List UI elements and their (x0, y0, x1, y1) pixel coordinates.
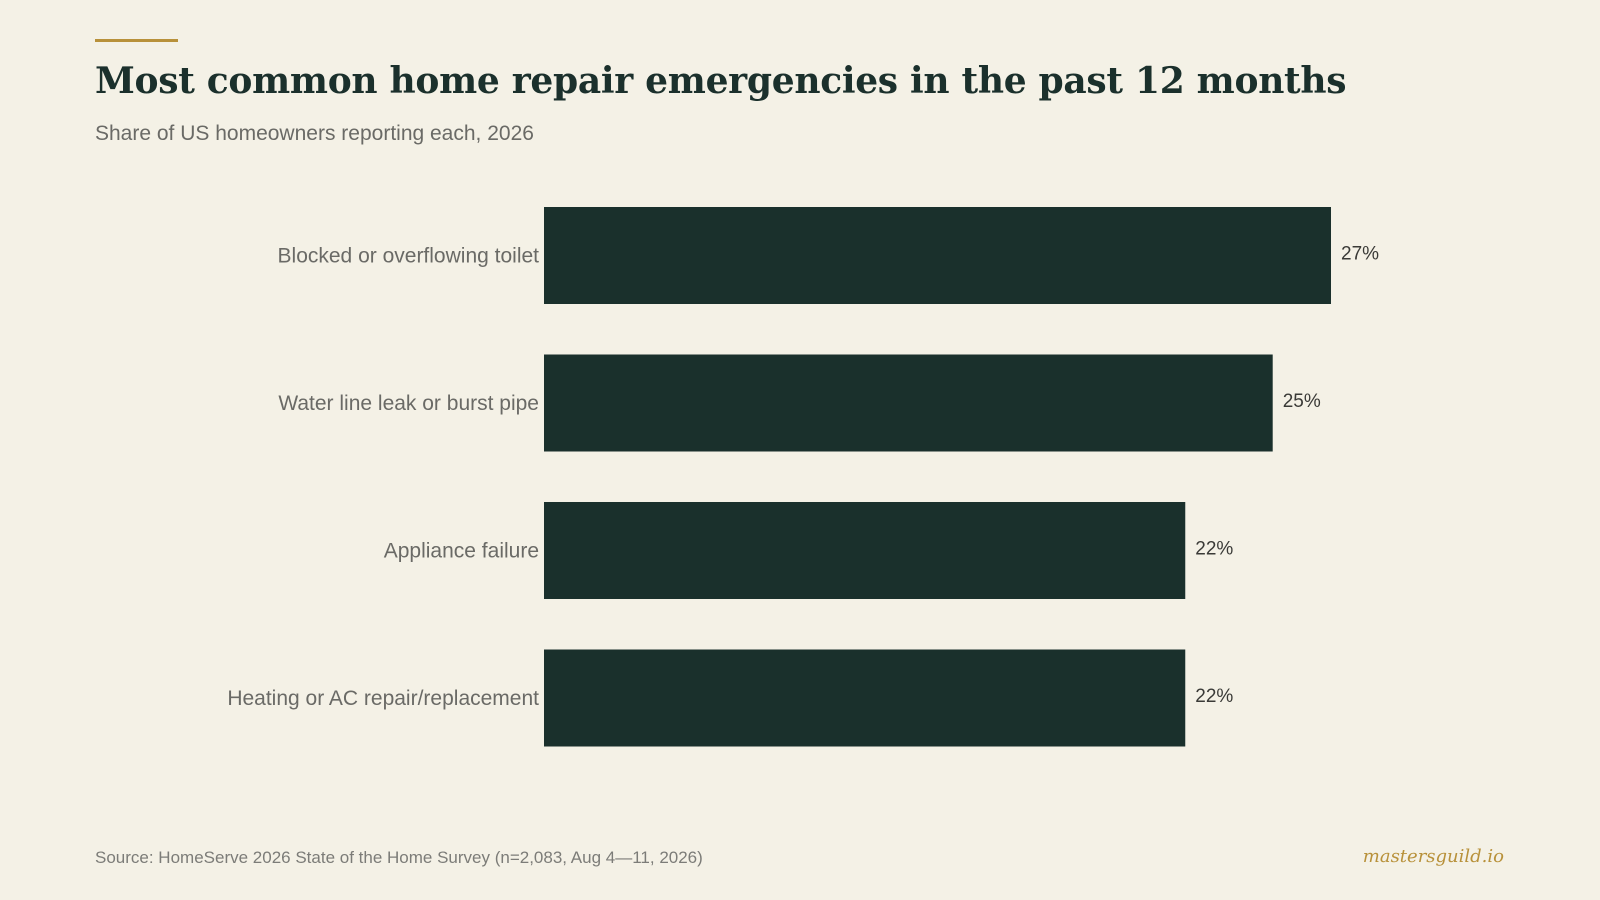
bar (544, 354, 1273, 452)
brand-link[interactable]: mastersguild.io (1362, 846, 1504, 867)
bar (544, 502, 1186, 599)
chart-title: Most common home repair emergencies in t… (95, 60, 1347, 102)
category-label: Heating or AC repair/replacement (227, 687, 539, 710)
bar (544, 649, 1186, 747)
value-label: 25% (1283, 391, 1321, 412)
bar (544, 207, 1331, 304)
value-label: 27% (1341, 244, 1379, 265)
category-label: Water line leak or burst pipe (278, 392, 539, 415)
accent-rule (95, 39, 178, 42)
value-label: 22% (1195, 539, 1233, 560)
source-note: Source: HomeServe 2026 State of the Home… (95, 848, 703, 867)
value-label: 22% (1195, 686, 1233, 707)
category-label: Appliance failure (384, 540, 539, 563)
category-label: Blocked or overflowing toilet (278, 245, 540, 268)
chart-subtitle: Share of US homeowners reporting each, 2… (95, 122, 534, 145)
